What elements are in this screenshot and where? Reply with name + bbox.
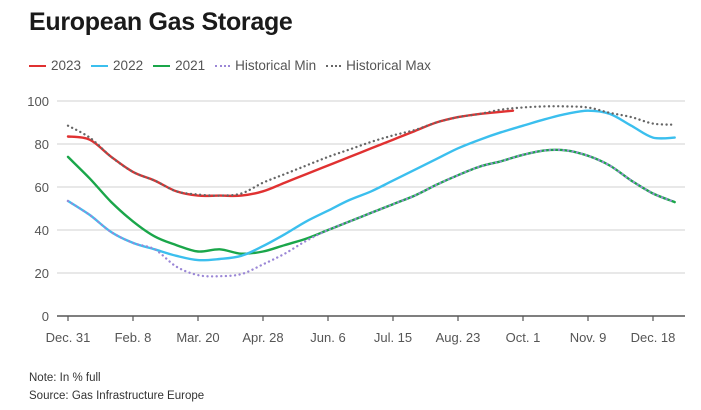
y-tick-label: 20: [35, 266, 49, 281]
legend-label-2021: 2021: [175, 58, 206, 73]
y-axis: 0 20 40 60 80 100: [27, 94, 49, 324]
x-tick-label: Feb. 8: [115, 330, 152, 345]
y-tick-label: 60: [35, 180, 49, 195]
legend-label-historical-min: Historical Min: [235, 58, 317, 73]
legend-label-2022: 2022: [113, 58, 144, 73]
legend-item-historical-min: Historical Min: [215, 58, 316, 73]
chart-notes: Note: In % full Source: Gas Infrastructu…: [29, 369, 204, 405]
source-text: Source: Gas Infrastructure Europe: [29, 390, 205, 402]
legend-swatch-2022: [91, 64, 109, 67]
series-line-2021: [66, 148, 676, 255]
x-axis: Dec. 31 Feb. 8 Mar. 20 Apr. 28 Jun. 6 Jul. 15…: [46, 315, 685, 345]
legend-label-historical-max: Historical Max: [346, 58, 431, 73]
series-line-2022: [66, 109, 676, 262]
legend-item-historical-max: Historical Max: [326, 58, 431, 73]
x-tick-label: Oct. 1: [506, 330, 541, 345]
legend-item-2022: 2022: [91, 58, 143, 73]
series-line-historical-min: [66, 148, 676, 278]
y-tick-label: 80: [35, 137, 49, 152]
note-text: Note: In % full: [29, 372, 101, 384]
legend: 2023 2022 2021 Historical Min Historical…: [29, 58, 441, 73]
chart-title: European Gas Storage: [29, 8, 293, 36]
x-tick-label: Aug. 23: [436, 330, 481, 345]
legend-swatch-historical-max: [326, 64, 342, 67]
x-tick-label: Nov. 9: [570, 330, 607, 345]
x-tick-label: Dec. 31: [46, 330, 91, 345]
series-line-historical-max: [66, 105, 676, 197]
legend-swatch-2021: [153, 64, 171, 67]
x-tick-label: Mar. 20: [176, 330, 219, 345]
legend-item-2023: 2023: [29, 58, 81, 73]
legend-label-2023: 2023: [51, 58, 82, 73]
x-tick-label: Dec. 18: [631, 330, 676, 345]
legend-swatch-historical-min: [215, 64, 231, 67]
y-tick-label: 0: [42, 309, 49, 324]
x-tick-label: Jun. 6: [310, 330, 345, 345]
x-tick-label: Jul. 15: [374, 330, 412, 345]
legend-swatch-2023: [29, 64, 46, 67]
y-tick-label: 40: [35, 223, 49, 238]
y-tick-label: 100: [27, 94, 49, 109]
legend-item-2021: 2021: [153, 58, 205, 73]
x-tick-label: Apr. 28: [242, 330, 283, 345]
gridlines: [57, 100, 685, 274]
series-lines: [66, 105, 676, 278]
